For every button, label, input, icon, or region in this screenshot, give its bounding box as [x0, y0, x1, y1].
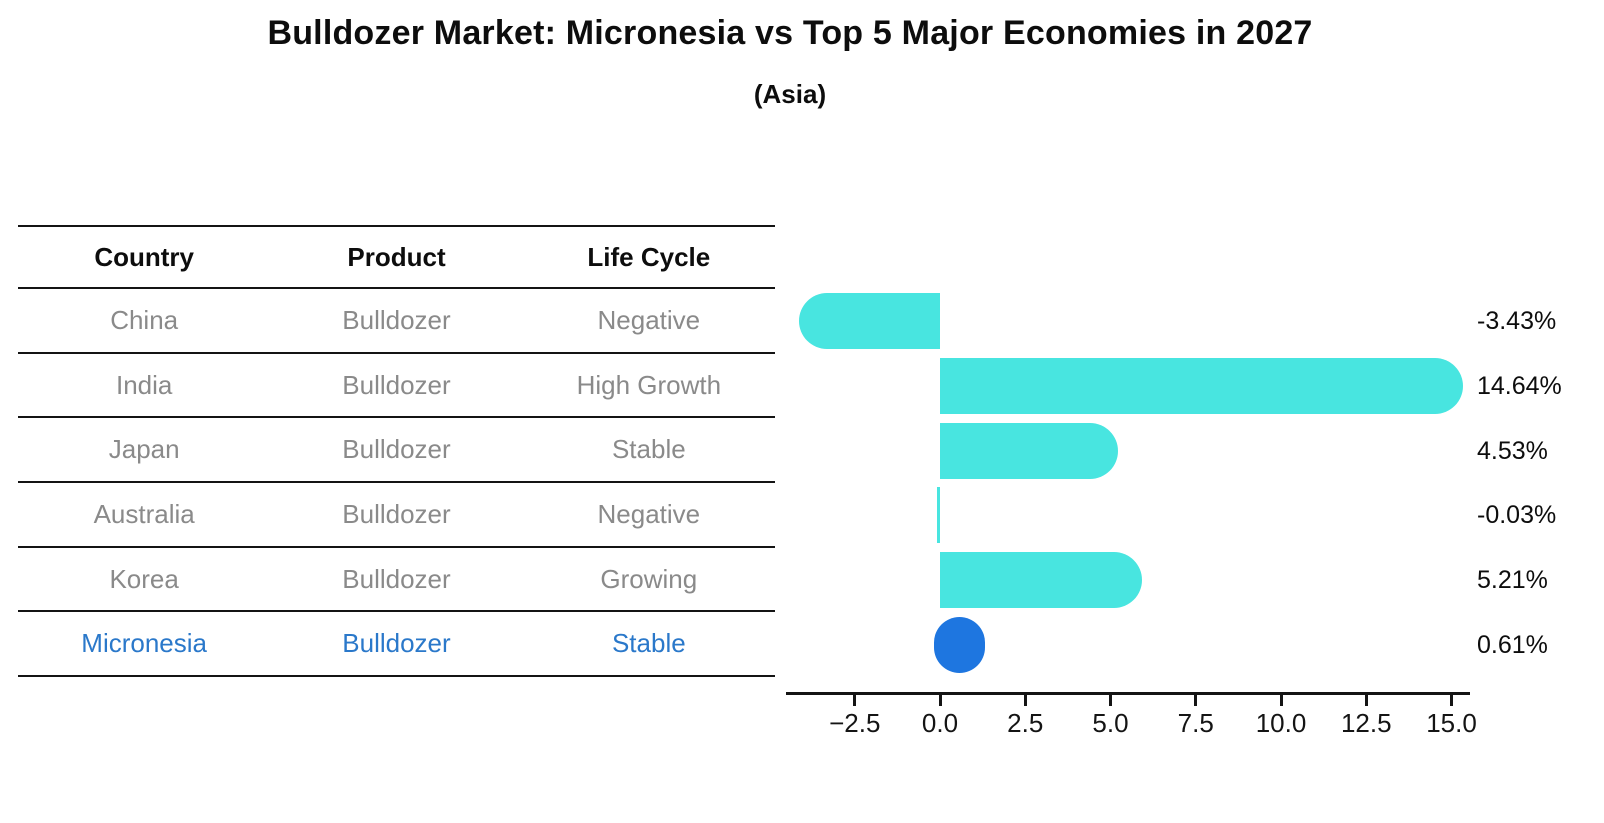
x-axis-tick — [1364, 695, 1368, 706]
cell-country: India — [115, 369, 173, 400]
bar-value-label-japan: 4.53% — [1477, 436, 1548, 465]
table-row-china: China Bulldozer Negative — [18, 289, 775, 354]
cell-product: Bulldozer — [342, 628, 451, 659]
table-row-japan: Japan Bulldozer Stable — [18, 418, 775, 484]
cell-product: Bulldozer — [342, 434, 451, 465]
table-row-korea: Korea Bulldozer Growing — [18, 548, 775, 613]
bar-value-label-australia: -0.03% — [1477, 501, 1557, 530]
x-axis-tick-label: −2.5 — [829, 708, 881, 738]
x-axis-tick-label: 12.5 — [1340, 708, 1392, 738]
table-header-row: Country Product Life Cycle — [18, 225, 775, 289]
x-axis-tick — [1450, 695, 1453, 706]
col-header-life-cycle: Life Cycle — [587, 241, 711, 272]
country-table: Country Product Life Cycle China Bulldoze… — [18, 225, 775, 678]
cell-product: Bulldozer — [342, 563, 451, 594]
x-axis-tick — [1109, 695, 1112, 706]
table-row-india: India Bulldozer High Growth — [18, 354, 775, 419]
bar-micronesia — [934, 616, 985, 673]
col-header-country: Country — [94, 241, 194, 272]
cell-life-cycle: Negative — [597, 498, 701, 529]
x-axis-tick-label: 15.0 — [1426, 708, 1477, 738]
bar-value-label-korea: 5.21% — [1477, 566, 1548, 595]
x-axis-line — [786, 692, 1470, 695]
x-axis-tick-label: 10.0 — [1255, 708, 1307, 738]
cell-life-cycle: Growing — [600, 563, 698, 594]
x-axis-tick-label: 2.5 — [1007, 708, 1044, 738]
cell-product: Bulldozer — [342, 369, 451, 400]
cell-life-cycle: Stable — [611, 628, 686, 659]
cell-product: Bulldozer — [342, 498, 451, 529]
cell-country: Korea — [109, 563, 179, 594]
cell-life-cycle: High Growth — [576, 369, 722, 400]
cell-country: Micronesia — [81, 628, 208, 659]
cell-life-cycle: Negative — [597, 304, 701, 335]
cell-life-cycle: Stable — [611, 434, 686, 465]
bar-korea — [940, 552, 1142, 609]
table-row-australia: Australia Bulldozer Negative — [18, 483, 775, 548]
x-axis-tick-label: 0.0 — [921, 708, 959, 738]
table-body: China Bulldozer Negative India Bulldozer High… — [18, 289, 775, 678]
x-axis-tick-label: 7.5 — [1177, 708, 1214, 738]
bar-china — [799, 293, 940, 350]
cell-country: China — [110, 304, 179, 335]
x-axis-tick — [1279, 695, 1283, 706]
x-axis-tick — [853, 695, 857, 706]
x-axis-tick — [938, 695, 942, 706]
cell-country: Japan — [108, 434, 180, 465]
bar-value-label-china: -3.43% — [1477, 307, 1557, 336]
x-axis-tick — [1023, 695, 1027, 706]
bar-japan — [940, 422, 1119, 479]
bar-australia — [937, 487, 940, 544]
chart-title: Bulldozer Market: Micronesia vs Top 5 Ma… — [267, 14, 1313, 52]
chart-subtitle: (Asia) — [753, 79, 827, 109]
bar-india — [940, 358, 1464, 415]
table-row-micronesia: Micronesia Bulldozer Stable — [18, 612, 775, 678]
x-axis-tick-label: 5.0 — [1092, 708, 1129, 738]
col-header-product: Product — [347, 241, 446, 272]
bar-value-label-micronesia: 0.61% — [1477, 630, 1548, 659]
cell-country: Australia — [93, 498, 195, 529]
cell-product: Bulldozer — [342, 304, 451, 335]
bar-value-label-india: 14.64% — [1477, 372, 1562, 401]
x-axis-tick — [1194, 695, 1198, 706]
